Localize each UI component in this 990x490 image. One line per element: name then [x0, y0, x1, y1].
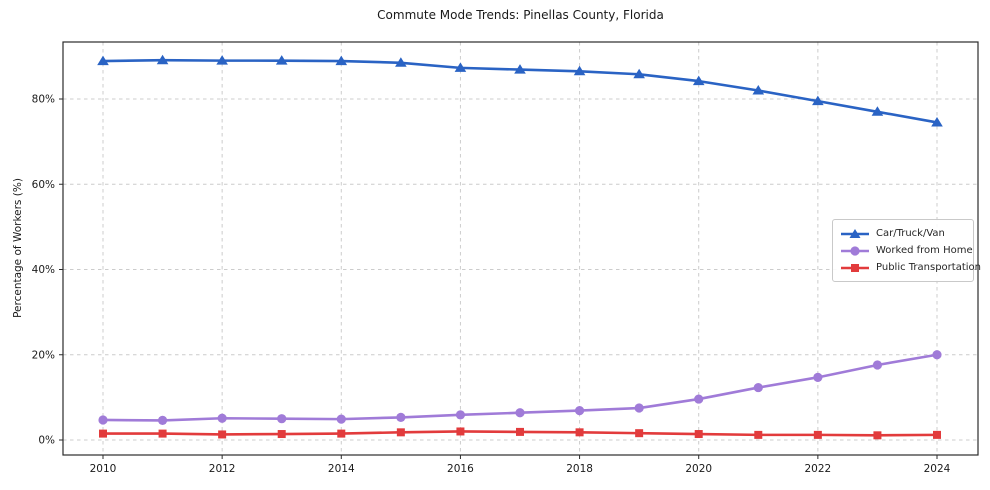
data-point-car-truck-van: [395, 57, 407, 67]
data-point-public-transportation: [158, 429, 167, 438]
data-point-worked-from-home: [336, 414, 346, 424]
data-point-public-transportation: [813, 430, 822, 439]
data-point-car-truck-van: [514, 64, 526, 74]
legend-label: Car/Truck/Van: [876, 228, 945, 239]
data-point-worked-from-home: [574, 405, 585, 416]
data-point-public-transportation: [337, 429, 346, 438]
legend-item-public-transportation: Public Transportation: [840, 259, 981, 276]
data-point-public-transportation: [694, 430, 703, 439]
data-point-car-truck-van: [871, 106, 884, 116]
data-point-public-transportation: [575, 428, 584, 437]
data-point-worked-from-home: [634, 403, 644, 413]
data-point-public-transportation: [635, 429, 644, 438]
legend-label: Public Transportation: [876, 262, 981, 273]
circle-marker-icon: [841, 245, 869, 256]
data-point-car-truck-van: [812, 95, 824, 106]
x-tick-label: 2020: [685, 463, 712, 475]
data-point-car-truck-van: [156, 54, 169, 65]
data-point-worked-from-home: [455, 410, 466, 420]
data-point-worked-from-home: [157, 415, 168, 425]
y-tick-label: 40%: [32, 264, 55, 276]
y-tick-label: 60%: [32, 179, 55, 191]
x-tick-label: 2010: [90, 463, 117, 475]
data-point-worked-from-home: [753, 382, 763, 393]
data-point-public-transportation: [754, 430, 763, 439]
y-tick-label: 0%: [38, 435, 55, 447]
data-point-worked-from-home: [872, 360, 883, 370]
data-point-public-transportation: [396, 428, 405, 437]
data-point-public-transportation: [99, 429, 107, 438]
data-point-worked-from-home: [515, 408, 525, 418]
data-point-public-transportation: [933, 430, 941, 439]
data-point-car-truck-van: [931, 116, 943, 127]
data-point-worked-from-home: [277, 414, 287, 424]
x-tick-label: 2018: [566, 463, 593, 475]
data-point-car-truck-van: [335, 55, 348, 66]
legend-item-worked-from-home: Worked from Home: [840, 242, 973, 259]
data-point-worked-from-home: [932, 350, 942, 360]
x-tick-label: 2022: [804, 463, 831, 475]
x-tick-label: 2014: [328, 463, 355, 475]
data-point-public-transportation: [218, 430, 227, 439]
data-point-car-truck-van: [97, 55, 109, 66]
data-point-public-transportation: [873, 431, 882, 440]
data-point-worked-from-home: [217, 413, 227, 423]
y-tick-label: 80%: [32, 94, 55, 106]
x-tick-label: 2012: [209, 463, 236, 475]
data-point-public-transportation: [456, 427, 465, 436]
data-point-car-truck-van: [752, 84, 765, 95]
data-point-worked-from-home: [694, 394, 704, 404]
data-point-public-transportation: [516, 427, 524, 436]
data-point-car-truck-van: [454, 62, 467, 72]
data-point-worked-from-home: [98, 415, 108, 425]
data-point-worked-from-home: [396, 412, 406, 423]
axes-spines: [62, 41, 979, 456]
data-point-car-truck-van: [573, 65, 586, 76]
chart-title: Commute Mode Trends: Pinellas County, Fl…: [377, 8, 664, 22]
data-point-car-truck-van: [633, 68, 645, 79]
triangle-marker-icon: [841, 228, 869, 238]
x-tick-label: 2016: [447, 463, 474, 475]
legend: Car/Truck/Van Worked from Home Public Tran…: [832, 219, 981, 282]
data-point-worked-from-home: [813, 372, 823, 382]
data-point-car-truck-van: [692, 75, 705, 86]
legend-item-car-truck-van: Car/Truck/Van: [840, 225, 965, 242]
data-point-car-truck-van: [216, 55, 228, 65]
legend-label: Worked from Home: [876, 245, 973, 256]
y-tick-label: 20%: [32, 349, 55, 361]
square-marker-icon: [841, 263, 869, 272]
data-point-public-transportation: [277, 430, 286, 439]
data-point-car-truck-van: [275, 55, 288, 65]
x-tick-label: 2024: [924, 463, 951, 475]
